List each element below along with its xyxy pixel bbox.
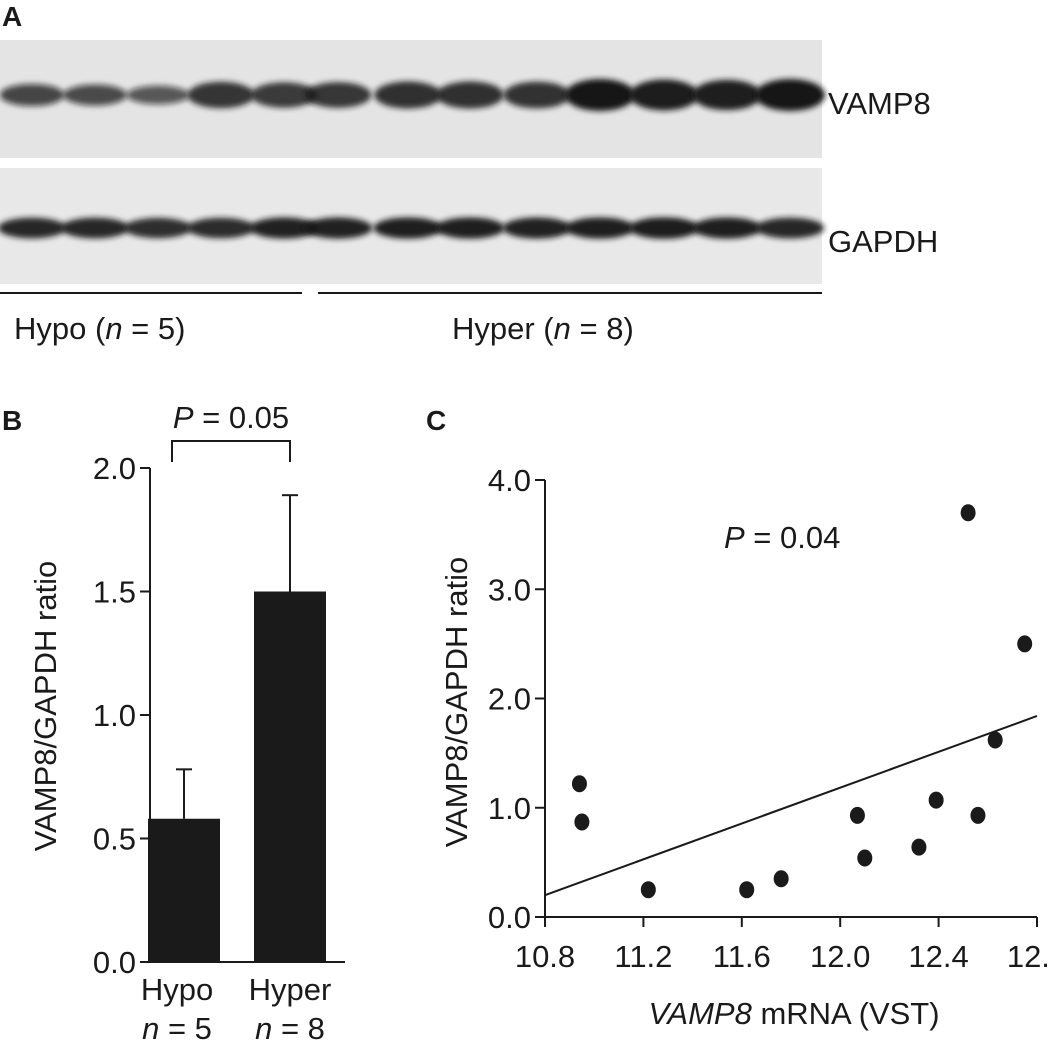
- scatter-y-tick-label: 3.0: [488, 572, 531, 607]
- scatter-y-tick-label: 1.0: [488, 791, 531, 826]
- scatter-xlabel: VAMP8 mRNA (VST): [648, 996, 939, 1031]
- scatter-point: [739, 881, 755, 899]
- vamp8-band: [692, 79, 762, 111]
- vamp8-band: [250, 82, 318, 108]
- vamp8-band: [304, 82, 372, 108]
- gapdh-band: [565, 217, 635, 239]
- group-label-hypo: Hypo (n = 5): [14, 311, 185, 346]
- scatter-x-tick-label: 11.2: [614, 939, 672, 974]
- scatter-point: [849, 806, 865, 824]
- scatter-point: [857, 849, 873, 867]
- category-n-hyper: n = 8: [255, 1011, 325, 1044]
- bar: [148, 818, 220, 962]
- scatter-y-axis-ticks: 0.0 1.0 2.0 3.0 4.0: [488, 463, 545, 935]
- panel-b: B VAMP8/GAPDH ratio 0.0 0.5 1.0 1.5 2.0 P = …: [2, 400, 345, 1044]
- gapdh-band: [0, 217, 67, 239]
- scatter-point: [1017, 635, 1033, 653]
- bar-y-tick-label: 0.0: [93, 945, 136, 980]
- bar-y-tick-label: 2.0: [93, 451, 136, 486]
- bar-error-bars: [176, 494, 298, 819]
- scatter-x-tick-label: 11.6: [713, 939, 771, 974]
- scatter-points: [571, 504, 1033, 899]
- scatter-x-tick-label: 10.8: [515, 939, 575, 974]
- gapdh-band: [303, 217, 373, 239]
- gapdh-band: [373, 217, 443, 239]
- panel-label-c: C: [426, 405, 446, 436]
- panel-label-b: B: [2, 405, 22, 436]
- scatter-y-tick-label: 0.0: [488, 900, 531, 935]
- scatter-trendline: [544, 715, 1038, 897]
- scatter-ylabel: VAMP8/GAPDH ratio: [439, 557, 474, 848]
- bar-series: [148, 591, 326, 962]
- bar-ylabel: VAMP8/GAPDH ratio: [28, 561, 63, 852]
- bar: [254, 591, 326, 962]
- scatter-point: [640, 881, 656, 899]
- gapdh-band: [502, 217, 572, 239]
- gapdh-band: [60, 217, 130, 239]
- panel-label-a: A: [2, 1, 22, 32]
- vamp8-band: [0, 83, 65, 107]
- bar-y-tick-label: 1.5: [93, 575, 136, 610]
- vamp8-band: [374, 81, 442, 109]
- bar-y-tick-label: 1.0: [93, 698, 136, 733]
- group-label-hyper: Hyper (n = 8): [452, 311, 634, 346]
- vamp8-band: [436, 81, 504, 109]
- panel-a: A VAMP8 GAPDH Hypo (n = 5) Hyper (n = 8): [0, 1, 938, 346]
- category-label-hypo: Hypo: [141, 972, 213, 1007]
- vamp8-band: [755, 79, 825, 111]
- vamp8-band: [565, 79, 635, 111]
- bar-y-tick-label: 0.5: [93, 822, 136, 857]
- scatter-point: [960, 504, 976, 522]
- bar-annotation-p: P = 0.05: [173, 400, 289, 435]
- gapdh-band: [124, 217, 192, 239]
- scatter-x-tick-label: 12.8: [1007, 939, 1050, 974]
- blot-bands-vamp8: [0, 79, 825, 111]
- scatter-y-tick-label: 4.0: [488, 463, 531, 498]
- vamp8-band: [187, 81, 255, 109]
- vamp8-band: [126, 85, 190, 105]
- scatter-y-tick-label: 2.0: [488, 682, 531, 717]
- blot-label-gapdh: GAPDH: [828, 224, 938, 259]
- blot-bands-gapdh: [0, 217, 825, 239]
- gapdh-band: [249, 217, 319, 239]
- scatter-point: [970, 806, 986, 824]
- category-n-hypo: n = 5: [142, 1011, 212, 1044]
- scatter-x-axis-ticks: 10.8 11.2 11.6 12.0 12.4 12.8: [515, 917, 1050, 974]
- scatter-x-tick-label: 12.0: [810, 939, 870, 974]
- bar-y-axis-ticks: 0.0 0.5 1.0 1.5 2.0: [93, 451, 150, 980]
- scatter-annotation-p: P = 0.04: [724, 520, 840, 555]
- gapdh-band: [629, 217, 699, 239]
- scatter-point: [911, 838, 927, 856]
- vamp8-band: [63, 84, 127, 106]
- panel-c: C VAMP8/GAPDH ratio 0.0 1.0 2.0 3.0 4.0 10.8…: [426, 405, 1050, 1031]
- scatter-point: [574, 813, 590, 831]
- scatter-point: [773, 870, 789, 888]
- scatter-point: [928, 791, 944, 809]
- gapdh-band: [755, 217, 825, 239]
- scatter-point: [571, 775, 587, 793]
- category-label-hyper: Hyper: [249, 972, 332, 1007]
- scatter-x-tick-label: 12.4: [908, 939, 968, 974]
- vamp8-band: [629, 79, 699, 111]
- scatter-point: [987, 731, 1003, 749]
- blot-label-vamp8: VAMP8: [828, 86, 931, 121]
- significance-bracket: [171, 440, 291, 462]
- gapdh-band: [435, 217, 505, 239]
- gapdh-band: [187, 217, 255, 239]
- gapdh-band: [692, 217, 762, 239]
- vamp8-band: [503, 81, 571, 109]
